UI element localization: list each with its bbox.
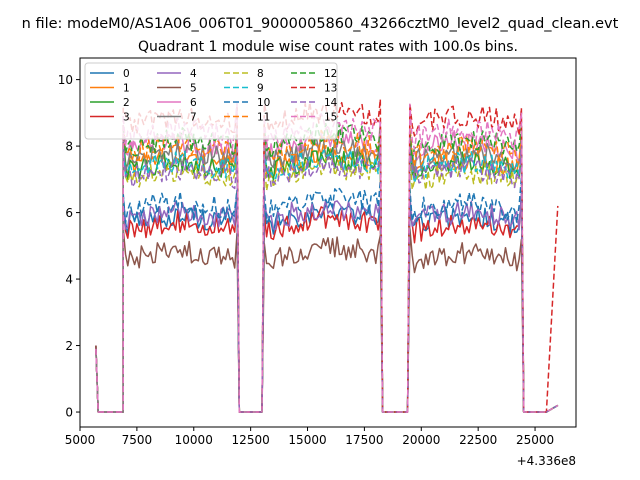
x-tick-label: 15000: [288, 433, 326, 447]
y-tick-label: 0: [65, 406, 73, 420]
legend-label-15: 15: [324, 112, 337, 124]
legend-label-14: 14: [324, 97, 338, 109]
y-axis: 0 2 4 6 8 10: [58, 73, 80, 420]
x-tick-label: 20000: [402, 433, 440, 447]
series-line-8: [95, 148, 559, 413]
chart-title: Quadrant 1 module wise count rates with …: [138, 39, 518, 55]
plot-frame: [79, 57, 577, 428]
legend-label-11: 11: [257, 112, 270, 124]
series-line-4: [95, 191, 559, 413]
legend-label-7: 7: [190, 112, 197, 124]
x-axis: 5000 7500 10000 12500 15000 17500 20000 22500 25…: [65, 427, 554, 447]
x-tick-label: 17500: [345, 433, 383, 447]
series-line-14: [95, 146, 559, 413]
x-tick-label: 12500: [232, 433, 270, 447]
legend-label-12: 12: [324, 68, 337, 80]
legend-label-13: 13: [324, 83, 337, 95]
legend-label-2: 2: [123, 97, 130, 109]
legend-label-0: 0: [123, 68, 130, 80]
y-tick-label: 2: [65, 339, 73, 353]
series-line-5: [95, 227, 559, 413]
y-tick-label: 4: [65, 273, 73, 287]
legend-label-1: 1: [123, 83, 130, 95]
x-tick-label: 10000: [175, 433, 213, 447]
legend-label-4: 4: [190, 68, 197, 80]
y-tick-label: 6: [65, 206, 73, 220]
legend-label-5: 5: [190, 83, 197, 95]
x-tick-label: 22500: [459, 433, 497, 447]
legend-label-10: 10: [257, 97, 270, 109]
x-tick-label: 5000: [65, 433, 96, 447]
y-tick-label: 8: [65, 140, 73, 154]
legend-label-3: 3: [123, 112, 130, 124]
legend-label-8: 8: [257, 68, 264, 80]
x-tick-label: 25000: [516, 433, 554, 447]
figure-suptitle: n file: modeM0/AS1A06_006T01_9000005860_…: [22, 16, 619, 32]
series-line-9: [95, 145, 559, 413]
x-offset-label: +4.336e8: [517, 454, 576, 468]
y-tick-label: 10: [58, 73, 73, 87]
legend-box: [84, 62, 338, 140]
x-tick-label: 7500: [122, 433, 153, 447]
legend-label-6: 6: [190, 97, 197, 109]
series-line-10: [95, 176, 559, 413]
legend-label-9: 9: [257, 83, 264, 95]
